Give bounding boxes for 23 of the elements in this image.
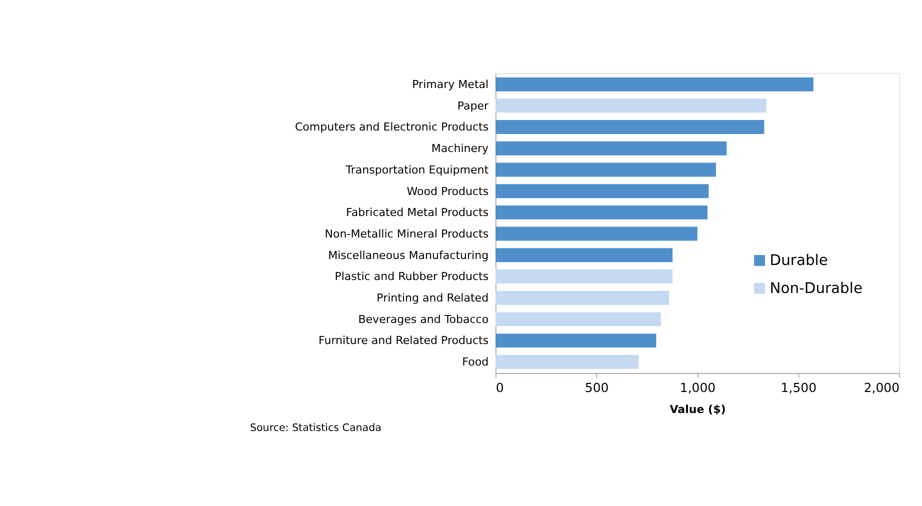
legend-label: Durable xyxy=(770,252,828,269)
y-tick-label: Plastic and Rubber Products xyxy=(334,270,489,284)
x-tick-label: 1,500 xyxy=(780,380,817,395)
y-tick-label: Primary Metal xyxy=(412,78,489,92)
y-tick-label: Computers and Electronic Products xyxy=(294,120,489,134)
y-tick-label: Miscellaneous Manufacturing xyxy=(328,248,489,262)
source-note: Source: Statistics Canada xyxy=(250,422,382,434)
x-tick-label: 0 xyxy=(496,380,504,395)
y-tick-label: Wood Products xyxy=(406,184,489,198)
x-tick-label: 1,000 xyxy=(680,380,716,395)
y-tick-label: Beverages and Tobacco xyxy=(358,312,489,326)
y-tick-label: Transportation Equipment xyxy=(344,163,490,176)
x-tick-label: 2,000 xyxy=(864,380,900,395)
y-tick-label: Machinery xyxy=(431,142,490,156)
y-tick-label: Furniture and Related Products xyxy=(318,334,489,348)
x-tick-label: 500 xyxy=(584,380,609,395)
legend-label: Non-Durable xyxy=(770,280,862,297)
x-axis-title: Value ($) xyxy=(670,403,726,416)
y-tick-label: Printing and Related xyxy=(376,292,489,305)
y-tick-label: Paper xyxy=(457,99,490,112)
y-tick-label: Food xyxy=(462,356,489,369)
y-tick-label: Fabricated Metal Products xyxy=(346,206,489,220)
y-tick-label: Non-Metallic Mineral Products xyxy=(324,227,489,240)
